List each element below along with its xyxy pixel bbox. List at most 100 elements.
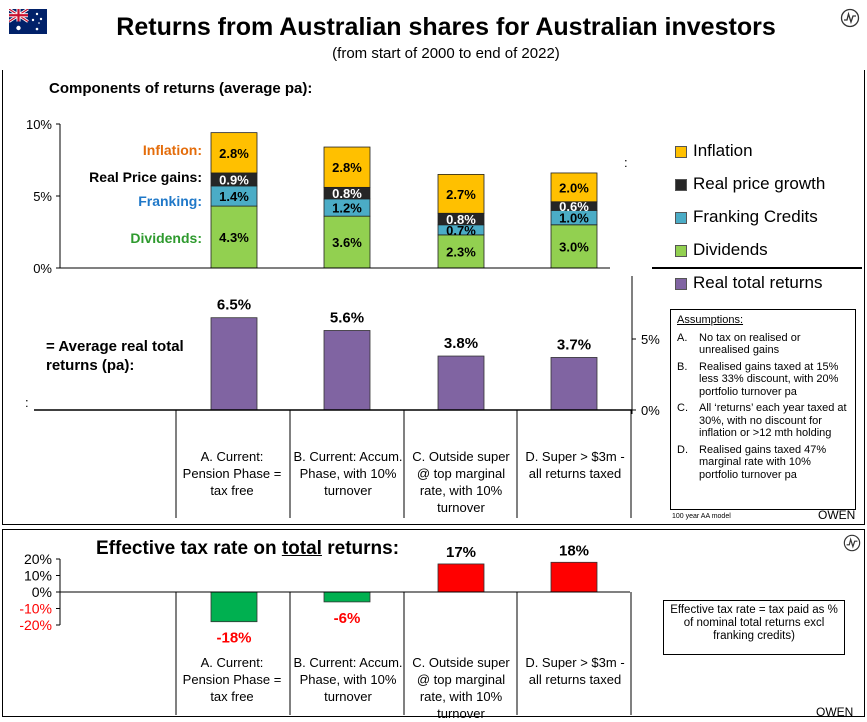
components-y-tick-label: 5% [33, 189, 52, 204]
stacked-bar-value-label: 0.6% [559, 199, 589, 214]
real-returns-bar [550, 357, 598, 411]
real-returns-y-tick-label: 5% [641, 332, 660, 347]
stacked-bar-value-label: 0.8% [332, 186, 362, 201]
assumptions-box: Assumptions: A. No tax on realised or un… [670, 309, 856, 510]
legend-label-dividends: Dividends [693, 240, 768, 259]
stacked-bar-segment [437, 234, 485, 269]
assumption-letter: B. [677, 360, 688, 373]
real-returns-value-label: 5.6% [330, 309, 364, 326]
australian-flag-icon [8, 7, 47, 34]
tax-y-tick-label: 10% [24, 568, 52, 584]
stacked-bar-segment [437, 173, 485, 214]
stacked-bar-value-label: 0.8% [446, 212, 476, 227]
real-returns-label: = Average real total returns (pa): [46, 338, 184, 374]
assumption-text: All ‘returns’ each year taxed at 30%, wi… [699, 402, 847, 439]
legend: Inflation Real price growth Franking Cre… [652, 140, 865, 300]
tax-y-tick-label: 0% [32, 584, 52, 600]
components-section-title: Components of returns (average pa): [49, 80, 313, 97]
owen-brand: OWEN [816, 705, 854, 719]
tax-category-label-b: B. Current: Accum. Phase, with 10% turno… [293, 655, 403, 704]
assumption-letter: A. [677, 331, 688, 344]
assumption-text: No tax on realised or unrealised gains [699, 331, 801, 357]
assumption-item: A. No tax on realised or unrealised gain… [677, 332, 849, 357]
assumption-letter: D. [677, 443, 688, 456]
tax-category-label-c: C. Outside super @ top marginal rate, wi… [412, 655, 510, 721]
real-returns-value-label: 6.5% [217, 297, 251, 314]
stacked-bar-value-label: 1.2% [332, 201, 362, 216]
assumption-item: C. All ‘returns’ each year taxed at 30%,… [677, 402, 849, 440]
logo-wave-icon [843, 534, 861, 552]
category-label-c: C. Outside super @ top marginal rate, wi… [412, 449, 510, 515]
real-returns-value-label: 3.8% [444, 335, 478, 352]
logo-wave-icon [840, 8, 860, 28]
stacked-bar-segment [550, 172, 598, 203]
tax-value-label: -6% [334, 610, 361, 627]
assumption-letter: C. [677, 402, 688, 414]
stacked-bar-value-label: 1.0% [559, 211, 589, 226]
stacked-bar-value-label: 1.4% [219, 189, 249, 204]
inflation-component-label: Inflation: [142, 142, 202, 158]
stacked-bar-value-label: 2.8% [332, 160, 362, 175]
tax-note-box: Effective tax rate = tax paid as % of no… [663, 600, 845, 655]
real-returns-value-label: 3.7% [557, 336, 591, 353]
owen-brand: OWEN [818, 508, 856, 522]
stacked-bar-value-label: 3.0% [559, 239, 589, 254]
stacked-bar-segment [210, 205, 258, 269]
legend-divider [652, 267, 862, 269]
legend-label-real-total: Real total returns [693, 273, 823, 292]
assumptions-title: Assumptions: [677, 314, 744, 326]
legend-swatch-franking [675, 212, 687, 224]
real-returns-bar [437, 355, 485, 411]
tax-value-label: -18% [216, 630, 251, 647]
tax-section-title: Effective tax rate on total returns: [96, 538, 399, 560]
tax-y-tick-label: 20% [24, 551, 52, 567]
tax-value-label: 17% [446, 544, 476, 561]
tax-title-emph: total [281, 538, 322, 559]
tax-bar [437, 563, 485, 593]
legend-swatch-inflation [675, 146, 687, 158]
top-panel [2, 70, 865, 525]
franking-component-label: Franking: [138, 193, 202, 209]
stray-colon-mark: : [624, 155, 628, 170]
tax-bar [550, 561, 598, 593]
dividends-component-label: Dividends: [130, 230, 202, 246]
legend-label-inflation: Inflation [693, 141, 753, 160]
assumption-text: Realised gains taxed at 15% less 33% dis… [699, 360, 839, 398]
tax-category-label-d: D. Super > $3m - all returns taxed [525, 655, 625, 687]
stacked-bar-segment [323, 215, 371, 269]
tax-y-tick-label: -20% [19, 617, 52, 633]
tax-category-label-a: A. Current: Pension Phase = tax free [182, 655, 282, 704]
assumption-item: D. Realised gains taxed 47% marginal rat… [677, 444, 849, 482]
category-label-d: D. Super > $3m - all returns taxed [525, 449, 625, 481]
real-price-gains-component-label: Real Price gains: [89, 169, 202, 185]
real-returns-bar [323, 330, 371, 411]
real-returns-bar [210, 317, 258, 411]
model-footnote: 100 year AA model [672, 513, 731, 520]
category-label-b: B. Current: Accum. Phase, with 10% turno… [293, 449, 403, 498]
page-title: Returns from Australian shares for Austr… [116, 13, 776, 41]
page-subtitle: (from start of 2000 to end of 2022) [332, 45, 560, 62]
stray-colon-mark: : [25, 395, 29, 410]
tax-title-post: returns: [321, 538, 400, 559]
stacked-bar-value-label: 2.3% [446, 244, 476, 259]
stacked-bar-value-label: 0.9% [219, 172, 249, 187]
assumption-item: B. Realised gains taxed at 15% less 33% … [677, 361, 849, 399]
bottom-panel [2, 529, 865, 717]
stacked-bar-value-label: 0.7% [446, 223, 476, 238]
components-y-tick-label: 0% [33, 261, 52, 276]
real-returns-y-tick-label: 0% [641, 403, 660, 418]
tax-title-pre: Effective tax rate on [96, 538, 282, 559]
legend-swatch-real-price [675, 179, 687, 191]
legend-label-franking: Franking Credits [693, 207, 818, 226]
stacked-bar-value-label: 3.6% [332, 235, 362, 250]
legend-swatch-real-total [675, 278, 687, 290]
stacked-bar-segment [323, 146, 371, 188]
tax-bar [210, 591, 258, 623]
stacked-bar-value-label: 4.3% [219, 230, 249, 245]
stacked-bar-value-label: 2.8% [219, 146, 249, 161]
tax-note-text: Effective tax rate = tax paid as % of no… [670, 604, 838, 642]
stacked-bar-value-label: 2.0% [559, 180, 589, 195]
tax-value-label: 18% [559, 542, 589, 559]
components-y-tick-label: 10% [26, 117, 52, 132]
